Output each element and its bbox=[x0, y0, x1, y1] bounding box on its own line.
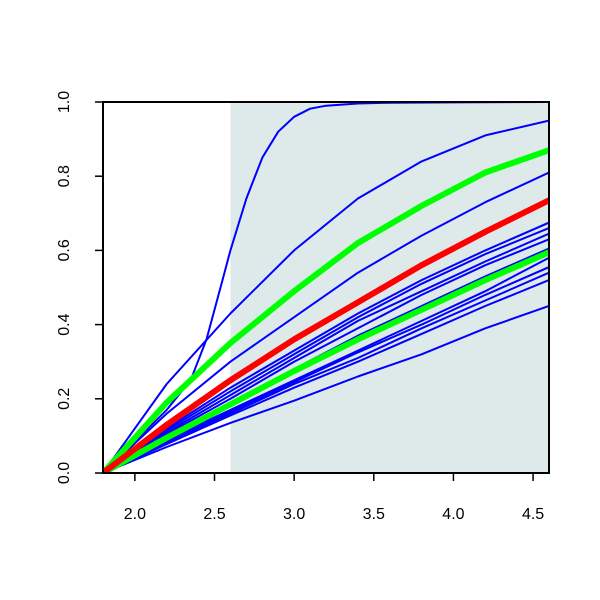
y-tick-label: 0.0 bbox=[56, 462, 73, 484]
series-line-6 bbox=[103, 221, 549, 473]
series-line-16 bbox=[103, 305, 549, 473]
series-line-4 bbox=[103, 171, 549, 473]
plot-frame bbox=[102, 101, 550, 474]
x-tick-label: 2.5 bbox=[203, 506, 225, 523]
x-tick-label: 4.0 bbox=[442, 506, 464, 523]
series-line-1 bbox=[103, 102, 549, 473]
series-layer bbox=[103, 102, 549, 473]
y-tick-label: 0.8 bbox=[56, 165, 73, 187]
y-axis: 0.0 0.2 0.4 0.6 0.8 1.0 bbox=[56, 91, 103, 484]
y-tick-label: 0.2 bbox=[56, 388, 73, 410]
x-tick-label: 2.0 bbox=[124, 506, 146, 523]
y-tick-label: 0.4 bbox=[56, 313, 73, 335]
y-tick-label: 1.0 bbox=[56, 91, 73, 113]
x-tick-label: 4.5 bbox=[522, 506, 544, 523]
series-line-9 bbox=[103, 238, 549, 473]
series-line-13 bbox=[103, 266, 549, 473]
y-tick-label: 0.6 bbox=[56, 239, 73, 261]
x-tick-label: 3.0 bbox=[283, 506, 305, 523]
series-line-7 bbox=[103, 227, 549, 473]
series-line-11 bbox=[103, 249, 549, 473]
series-line-5 bbox=[103, 197, 549, 473]
shaded-region bbox=[230, 102, 549, 473]
series-line-2 bbox=[103, 119, 549, 473]
series-line-8 bbox=[103, 232, 549, 473]
series-line-3 bbox=[103, 147, 549, 473]
x-tick-label: 3.5 bbox=[363, 506, 385, 523]
series-line-15 bbox=[103, 279, 549, 473]
x-axis: 2.0 2.5 3.0 3.5 4.0 4.5 bbox=[124, 473, 544, 523]
